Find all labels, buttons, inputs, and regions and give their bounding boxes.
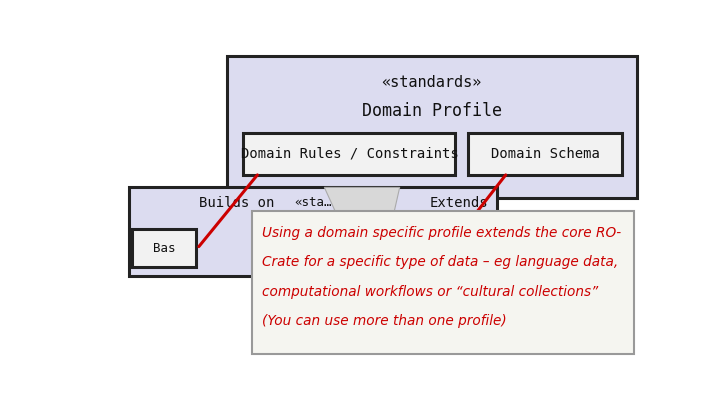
Text: R…: R… [306,215,320,228]
Text: «sta…: «sta… [294,196,332,209]
Text: Crate for a specific type of data – eg language data,: Crate for a specific type of data – eg l… [262,255,618,269]
Text: Domain Rules / Constraints: Domain Rules / Constraints [240,147,459,161]
FancyBboxPatch shape [252,211,634,354]
FancyBboxPatch shape [132,230,196,267]
Polygon shape [324,188,400,298]
FancyBboxPatch shape [243,133,456,175]
FancyBboxPatch shape [227,56,637,198]
Text: computational workflows or “cultural collections”: computational workflows or “cultural col… [262,285,598,299]
Text: Builds on: Builds on [199,196,274,210]
Text: Extends: Extends [429,196,488,210]
FancyBboxPatch shape [129,188,498,276]
Text: Domain Schema: Domain Schema [490,147,600,161]
FancyBboxPatch shape [468,133,622,175]
Text: Domain Profile: Domain Profile [361,102,502,120]
Text: «standards»: «standards» [382,75,482,90]
Text: (You can use more than one profile): (You can use more than one profile) [262,314,507,328]
Text: Using a domain specific profile extends the core RO-: Using a domain specific profile extends … [262,226,621,240]
Text: Bas: Bas [153,242,175,255]
